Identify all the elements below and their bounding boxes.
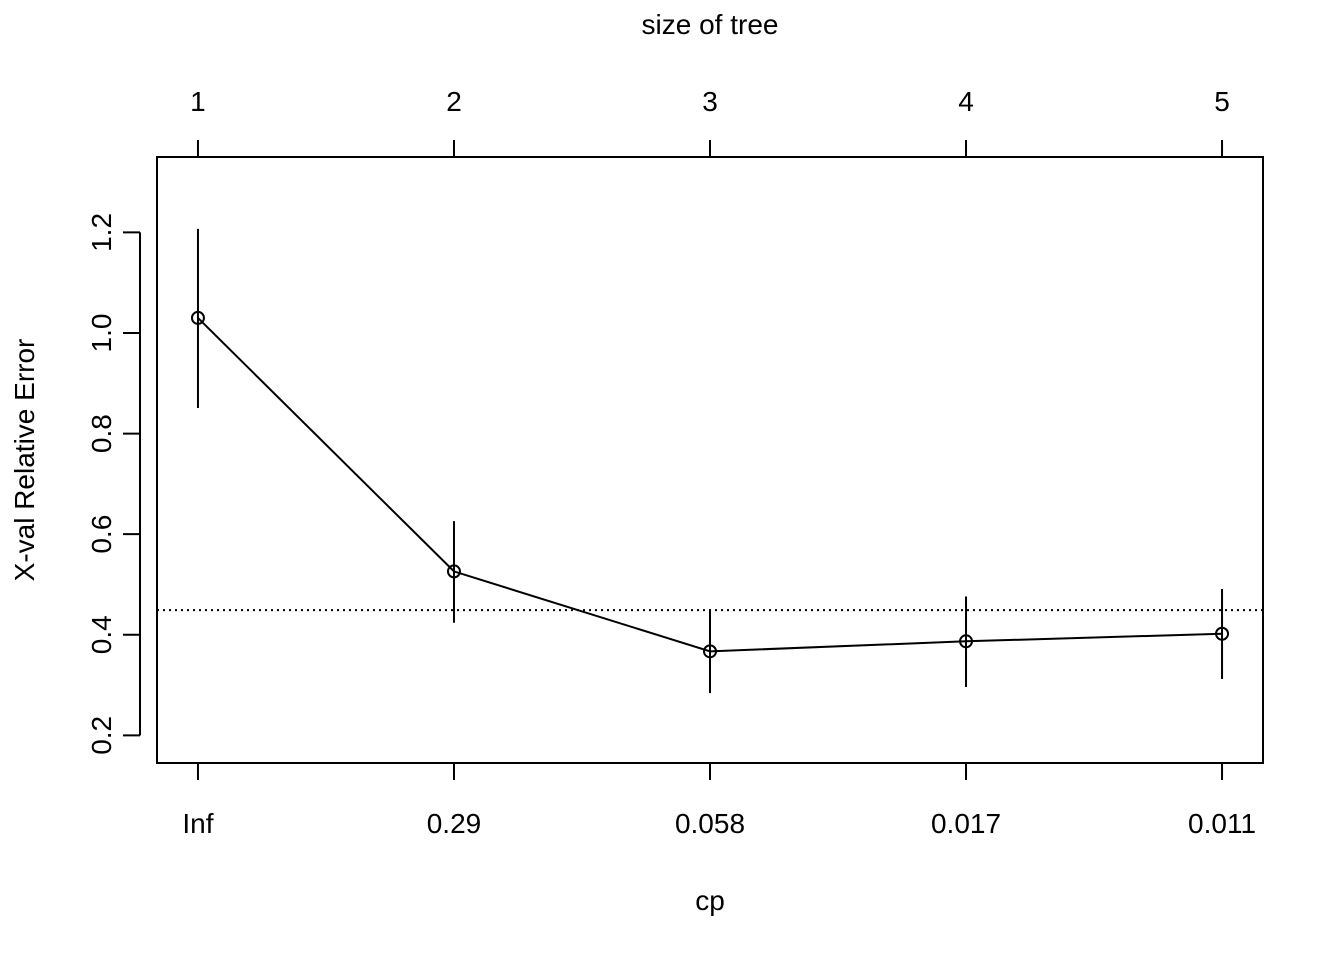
data-point	[190, 310, 205, 325]
y-tick-label: 0.6	[86, 515, 117, 554]
top-tick-label: 1	[190, 86, 206, 117]
data-point	[446, 564, 461, 579]
bottom-tick-label: 0.29	[427, 808, 482, 839]
bottom-tick-label: 0.017	[931, 808, 1001, 839]
data-point	[703, 644, 717, 659]
x-axis-title: cp	[695, 885, 725, 916]
y-tick-label: 0.2	[86, 716, 117, 755]
y-axis-title: X-val Relative Error	[9, 339, 40, 582]
top-tick-label: 5	[1214, 86, 1230, 117]
top-axis-title: size of tree	[642, 9, 779, 40]
bottom-tick-label: 0.058	[675, 808, 745, 839]
bottom-tick-label: Inf	[182, 808, 213, 839]
data-point	[959, 634, 974, 649]
y-tick-label: 0.4	[86, 615, 117, 654]
y-tick-label: 1.2	[86, 213, 117, 252]
y-tick-label: 1.0	[86, 314, 117, 353]
series-line	[197, 317, 1223, 653]
error-bars	[196, 228, 1224, 694]
top-axis: 1 2 3 4 5	[190, 86, 1230, 157]
series-group	[190, 310, 1230, 659]
top-tick-label: 4	[958, 86, 974, 117]
y-tick-label: 0.8	[86, 414, 117, 453]
bottom-axis: Inf 0.29 0.058 0.017 0.011	[182, 763, 1256, 839]
left-axis: 0.2 0.4 0.6 0.8 1.0 1.2	[86, 213, 141, 755]
top-tick-label: 2	[446, 86, 462, 117]
data-point	[1215, 626, 1230, 641]
bottom-tick-label: 0.011	[1188, 808, 1256, 839]
top-tick-label: 3	[702, 86, 718, 117]
